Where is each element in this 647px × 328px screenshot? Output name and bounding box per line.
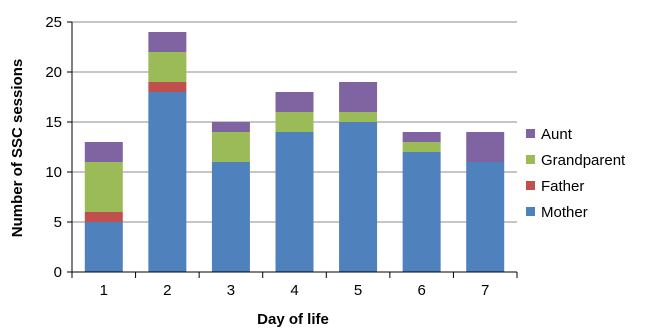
bar-mother-day-7 <box>466 162 505 272</box>
legend-label-aunt: Aunt <box>541 126 573 143</box>
bar-grandparent-day-5 <box>339 112 378 122</box>
bar-mother-day-4 <box>275 132 314 272</box>
bar-father-day-2 <box>148 82 187 92</box>
legend-label-grandparent: Grandparent <box>541 152 626 169</box>
x-tick-label-1: 1 <box>100 282 108 299</box>
y-tick-label-2: 10 <box>45 164 62 181</box>
bar-mother-day-3 <box>211 162 250 272</box>
bar-father-day-1 <box>84 212 123 222</box>
y-tick-labels: 0 5 10 15 20 25 <box>45 14 62 281</box>
x-tick-label-6: 6 <box>417 282 425 299</box>
bar-grandparent-day-4 <box>275 112 314 132</box>
y-tick-label-0: 0 <box>54 264 62 281</box>
axes <box>67 21 518 278</box>
bar-mother-day-1 <box>84 222 123 272</box>
legend-swatch-father <box>526 181 535 190</box>
bars <box>84 32 505 272</box>
bar-grandparent-day-3 <box>211 132 250 162</box>
bar-aunt-day-4 <box>275 92 314 112</box>
bar-aunt-day-6 <box>402 132 441 142</box>
bar-mother-day-6 <box>402 152 441 272</box>
bar-grandparent-day-1 <box>84 162 123 212</box>
legend-swatch-aunt <box>526 129 535 138</box>
x-tick-labels: 1 2 3 4 5 6 7 <box>100 282 490 299</box>
bar-grandparent-day-2 <box>148 52 187 82</box>
legend-swatch-grandparent <box>526 155 535 164</box>
bar-aunt-day-5 <box>339 82 378 112</box>
x-tick-label-3: 3 <box>227 282 235 299</box>
x-tick-label-4: 4 <box>290 282 298 299</box>
bar-grandparent-day-6 <box>402 142 441 152</box>
y-tick-label-3: 15 <box>45 114 62 131</box>
bar-aunt-day-2 <box>148 32 187 52</box>
x-tick-label-7: 7 <box>481 282 489 299</box>
bar-mother-day-2 <box>148 92 187 272</box>
bar-aunt-day-1 <box>84 142 123 162</box>
y-tick-label-4: 20 <box>45 64 62 81</box>
bar-aunt-day-3 <box>211 122 250 132</box>
legend-label-father: Father <box>541 178 584 195</box>
y-tick-label-5: 25 <box>45 14 62 31</box>
x-tick-label-2: 2 <box>163 282 171 299</box>
x-axis-title: Day of life <box>257 311 329 328</box>
bar-mother-day-5 <box>339 122 378 272</box>
legend-label-mother: Mother <box>541 204 588 221</box>
y-axis-title: Number of SSC sessions <box>9 59 26 237</box>
bar-aunt-day-7 <box>466 132 505 162</box>
legend-swatch-mother <box>526 207 535 216</box>
y-tick-label-1: 5 <box>54 214 62 231</box>
legend: Aunt Grandparent Father Mother <box>526 126 626 221</box>
x-tick-label-5: 5 <box>354 282 362 299</box>
